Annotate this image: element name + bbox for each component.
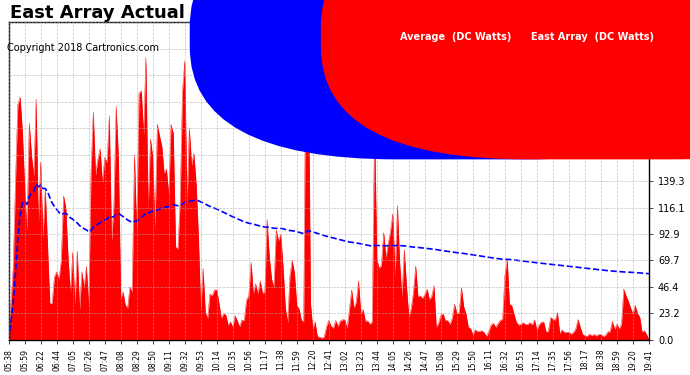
Text: East Array  (DC Watts): East Array (DC Watts) [531,33,654,42]
Text: Copyright 2018 Cartronics.com: Copyright 2018 Cartronics.com [7,43,159,53]
Title: East Array Actual & Running Average Power Mon May 21 19:45: East Array Actual & Running Average Powe… [10,4,647,22]
Text: Average  (DC Watts): Average (DC Watts) [400,33,511,42]
